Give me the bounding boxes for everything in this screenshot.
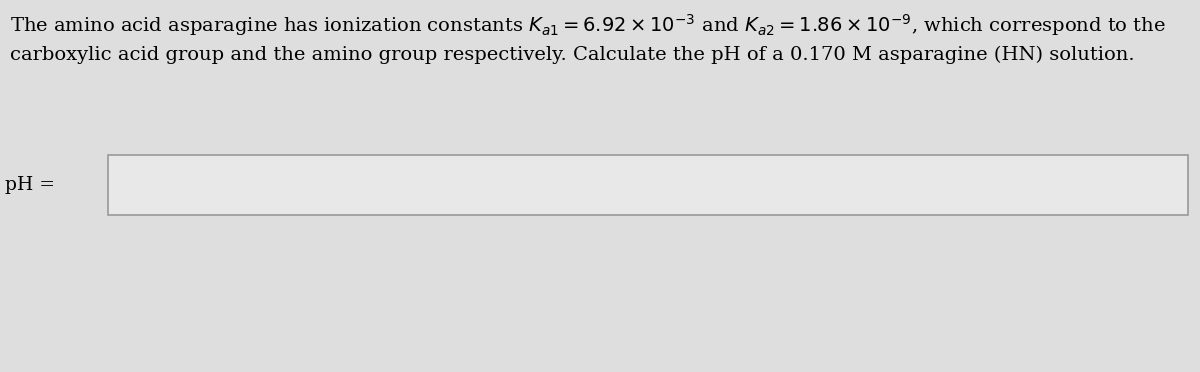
FancyBboxPatch shape (108, 155, 1188, 215)
Text: The amino acid asparagine has ionization constants $K_{a1} = 6.92 \times 10^{-3}: The amino acid asparagine has ionization… (10, 12, 1165, 38)
Text: pH =: pH = (5, 176, 55, 194)
Text: carboxylic acid group and the amino group respectively. Calculate the pH of a 0.: carboxylic acid group and the amino grou… (10, 46, 1134, 64)
